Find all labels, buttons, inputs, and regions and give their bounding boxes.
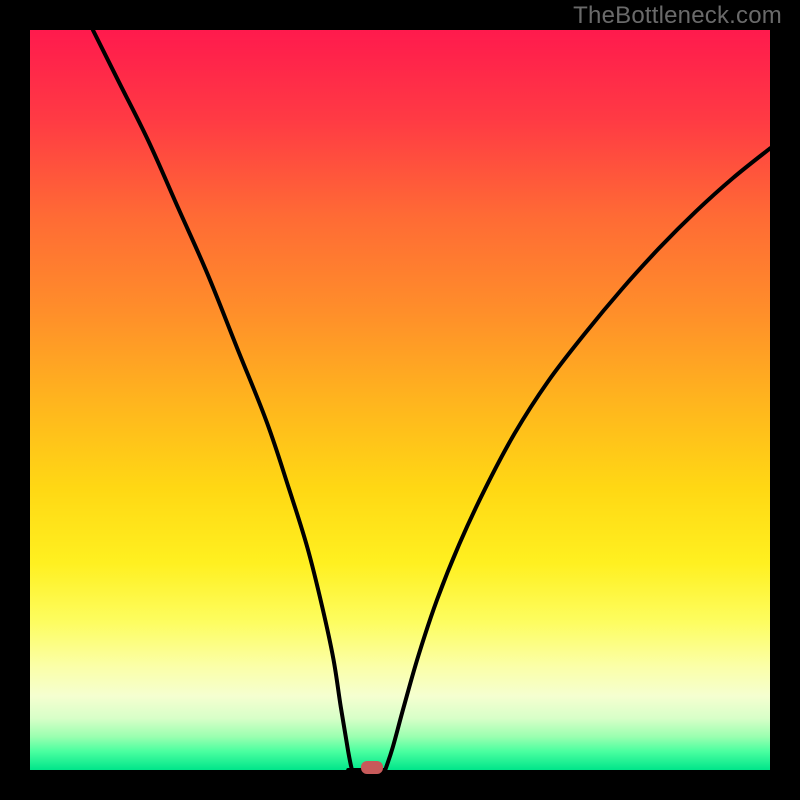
watermark-text: TheBottleneck.com	[573, 2, 782, 30]
plot-area	[30, 30, 770, 770]
bottleneck-curve	[30, 30, 770, 770]
minimum-marker	[361, 761, 383, 774]
chart-frame: TheBottleneck.com	[0, 0, 800, 800]
